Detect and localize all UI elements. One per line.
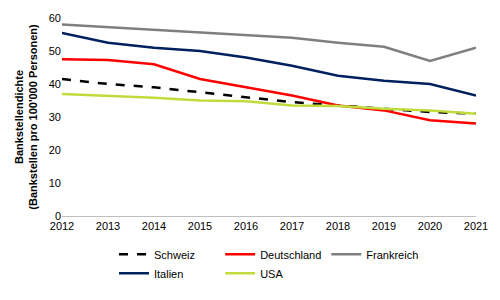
svg-text:2020: 2020 xyxy=(418,220,442,232)
svg-text:2017: 2017 xyxy=(280,220,304,232)
svg-text:2014: 2014 xyxy=(142,220,166,232)
svg-text:2013: 2013 xyxy=(96,220,120,232)
svg-text:2012: 2012 xyxy=(50,220,74,232)
svg-text:2015: 2015 xyxy=(188,220,212,232)
svg-text:0: 0 xyxy=(55,210,61,222)
svg-text:30: 30 xyxy=(49,111,61,123)
svg-text:2018: 2018 xyxy=(326,220,350,232)
svg-text:Bankstellendichte(Bankstellen: Bankstellendichte(Bankstellen pro 100'00… xyxy=(13,24,39,210)
svg-text:USA: USA xyxy=(260,268,283,280)
svg-text:Frankreich: Frankreich xyxy=(366,249,418,261)
svg-text:2021: 2021 xyxy=(464,220,488,232)
svg-text:2019: 2019 xyxy=(372,220,396,232)
svg-text:20: 20 xyxy=(49,144,61,156)
svg-text:10: 10 xyxy=(49,177,61,189)
svg-text:Italien: Italien xyxy=(154,268,183,280)
svg-text:2016: 2016 xyxy=(234,220,258,232)
svg-text:50: 50 xyxy=(49,45,61,57)
svg-text:Deutschland: Deutschland xyxy=(260,249,321,261)
svg-text:60: 60 xyxy=(49,12,61,24)
svg-text:40: 40 xyxy=(49,78,61,90)
svg-text:Schweiz: Schweiz xyxy=(154,249,195,261)
